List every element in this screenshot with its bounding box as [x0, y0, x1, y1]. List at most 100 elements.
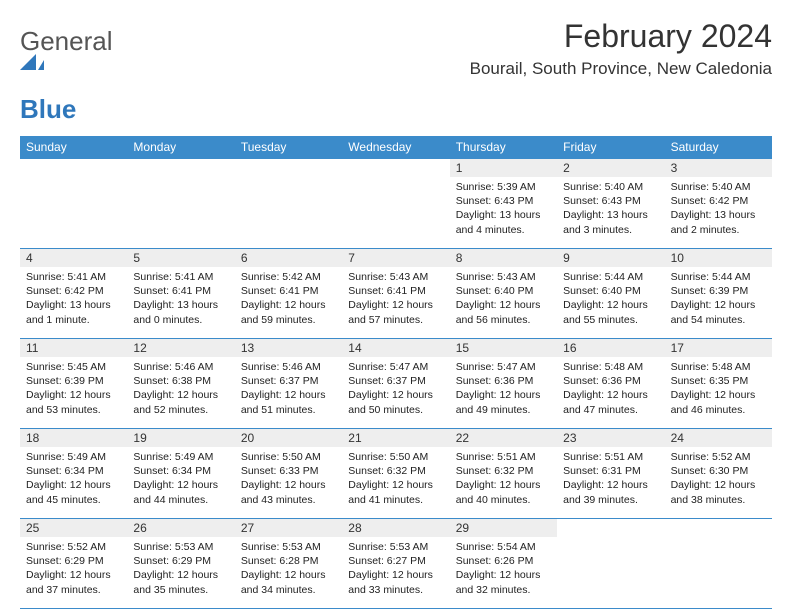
- day-number: 18: [20, 429, 127, 447]
- day-dl1: Daylight: 12 hours: [563, 478, 658, 492]
- day-sunset: Sunset: 6:39 PM: [671, 284, 766, 298]
- day-dl2: and 4 minutes.: [456, 223, 551, 237]
- calendar-week: 4Sunrise: 5:41 AMSunset: 6:42 PMDaylight…: [20, 249, 772, 339]
- day-details: Sunrise: 5:44 AMSunset: 6:40 PMDaylight:…: [557, 267, 664, 327]
- calendar-cell: 16Sunrise: 5:48 AMSunset: 6:36 PMDayligh…: [557, 339, 664, 428]
- day-dl2: and 37 minutes.: [26, 583, 121, 597]
- day-dl2: and 39 minutes.: [563, 493, 658, 507]
- calendar-cell: 27Sunrise: 5:53 AMSunset: 6:28 PMDayligh…: [235, 519, 342, 608]
- day-number: 5: [127, 249, 234, 267]
- dayname-sunday: Sunday: [20, 136, 127, 159]
- day-sunset: Sunset: 6:42 PM: [671, 194, 766, 208]
- logo-word-blue: Blue: [20, 94, 76, 124]
- day-dl2: and 57 minutes.: [348, 313, 443, 327]
- day-sunset: Sunset: 6:40 PM: [563, 284, 658, 298]
- day-dl1: Daylight: 12 hours: [133, 568, 228, 582]
- dayname-row: Sunday Monday Tuesday Wednesday Thursday…: [20, 136, 772, 159]
- day-dl1: Daylight: 13 hours: [26, 298, 121, 312]
- day-sunset: Sunset: 6:26 PM: [456, 554, 551, 568]
- dayname-wednesday: Wednesday: [342, 136, 449, 159]
- header: General Blue February 2024 Bourail, Sout…: [20, 18, 772, 122]
- day-dl1: Daylight: 12 hours: [456, 388, 551, 402]
- day-number: 29: [450, 519, 557, 537]
- day-sunset: Sunset: 6:36 PM: [456, 374, 551, 388]
- day-details: Sunrise: 5:41 AMSunset: 6:42 PMDaylight:…: [20, 267, 127, 327]
- day-sunset: Sunset: 6:31 PM: [563, 464, 658, 478]
- day-details: Sunrise: 5:44 AMSunset: 6:39 PMDaylight:…: [665, 267, 772, 327]
- calendar-cell: 15Sunrise: 5:47 AMSunset: 6:36 PMDayligh…: [450, 339, 557, 428]
- day-sunrise: Sunrise: 5:43 AM: [348, 270, 443, 284]
- calendar-cell: 5Sunrise: 5:41 AMSunset: 6:41 PMDaylight…: [127, 249, 234, 338]
- calendar-cell-blank: [235, 159, 342, 248]
- calendar-cell: 22Sunrise: 5:51 AMSunset: 6:32 PMDayligh…: [450, 429, 557, 518]
- day-sunrise: Sunrise: 5:53 AM: [241, 540, 336, 554]
- day-sunrise: Sunrise: 5:50 AM: [348, 450, 443, 464]
- day-number: 4: [20, 249, 127, 267]
- day-details: Sunrise: 5:46 AMSunset: 6:38 PMDaylight:…: [127, 357, 234, 417]
- day-dl2: and 54 minutes.: [671, 313, 766, 327]
- day-number: 19: [127, 429, 234, 447]
- day-sunrise: Sunrise: 5:51 AM: [563, 450, 658, 464]
- calendar-cell: 20Sunrise: 5:50 AMSunset: 6:33 PMDayligh…: [235, 429, 342, 518]
- calendar-cell: 1Sunrise: 5:39 AMSunset: 6:43 PMDaylight…: [450, 159, 557, 248]
- day-dl2: and 33 minutes.: [348, 583, 443, 597]
- day-sunrise: Sunrise: 5:50 AM: [241, 450, 336, 464]
- day-details: Sunrise: 5:41 AMSunset: 6:41 PMDaylight:…: [127, 267, 234, 327]
- day-sunset: Sunset: 6:32 PM: [348, 464, 443, 478]
- day-number: 14: [342, 339, 449, 357]
- day-number: 17: [665, 339, 772, 357]
- day-dl1: Daylight: 12 hours: [348, 298, 443, 312]
- day-details: Sunrise: 5:52 AMSunset: 6:29 PMDaylight:…: [20, 537, 127, 597]
- day-details: Sunrise: 5:51 AMSunset: 6:32 PMDaylight:…: [450, 447, 557, 507]
- day-sunrise: Sunrise: 5:44 AM: [563, 270, 658, 284]
- day-sunset: Sunset: 6:30 PM: [671, 464, 766, 478]
- day-dl2: and 47 minutes.: [563, 403, 658, 417]
- day-dl1: Daylight: 12 hours: [563, 298, 658, 312]
- calendar-cell-blank: [665, 519, 772, 608]
- day-number: 27: [235, 519, 342, 537]
- day-dl1: Daylight: 12 hours: [241, 298, 336, 312]
- day-dl1: Daylight: 13 hours: [133, 298, 228, 312]
- day-sunset: Sunset: 6:36 PM: [563, 374, 658, 388]
- title-block: February 2024 Bourail, South Province, N…: [470, 18, 772, 79]
- day-sunset: Sunset: 6:40 PM: [456, 284, 551, 298]
- day-dl2: and 59 minutes.: [241, 313, 336, 327]
- day-dl2: and 55 minutes.: [563, 313, 658, 327]
- logo-text: General Blue: [20, 28, 113, 122]
- day-sunrise: Sunrise: 5:53 AM: [133, 540, 228, 554]
- day-dl2: and 45 minutes.: [26, 493, 121, 507]
- calendar-cell: 9Sunrise: 5:44 AMSunset: 6:40 PMDaylight…: [557, 249, 664, 338]
- day-sunrise: Sunrise: 5:44 AM: [671, 270, 766, 284]
- calendar-cell: 11Sunrise: 5:45 AMSunset: 6:39 PMDayligh…: [20, 339, 127, 428]
- day-number: 23: [557, 429, 664, 447]
- day-details: Sunrise: 5:54 AMSunset: 6:26 PMDaylight:…: [450, 537, 557, 597]
- dayname-tuesday: Tuesday: [235, 136, 342, 159]
- day-number: 13: [235, 339, 342, 357]
- calendar-cell: 8Sunrise: 5:43 AMSunset: 6:40 PMDaylight…: [450, 249, 557, 338]
- day-dl2: and 3 minutes.: [563, 223, 658, 237]
- day-sunrise: Sunrise: 5:47 AM: [456, 360, 551, 374]
- day-sunset: Sunset: 6:34 PM: [26, 464, 121, 478]
- day-sunrise: Sunrise: 5:43 AM: [456, 270, 551, 284]
- day-details: Sunrise: 5:49 AMSunset: 6:34 PMDaylight:…: [127, 447, 234, 507]
- day-sunrise: Sunrise: 5:41 AM: [26, 270, 121, 284]
- calendar-cell: 25Sunrise: 5:52 AMSunset: 6:29 PMDayligh…: [20, 519, 127, 608]
- day-dl1: Daylight: 12 hours: [348, 388, 443, 402]
- day-number: 3: [665, 159, 772, 177]
- day-number: 6: [235, 249, 342, 267]
- day-sunset: Sunset: 6:43 PM: [563, 194, 658, 208]
- day-dl2: and 40 minutes.: [456, 493, 551, 507]
- calendar-cell-blank: [557, 519, 664, 608]
- day-dl1: Daylight: 12 hours: [26, 388, 121, 402]
- day-sunrise: Sunrise: 5:52 AM: [26, 540, 121, 554]
- day-number: 25: [20, 519, 127, 537]
- day-details: Sunrise: 5:50 AMSunset: 6:32 PMDaylight:…: [342, 447, 449, 507]
- day-number: 10: [665, 249, 772, 267]
- day-dl2: and 0 minutes.: [133, 313, 228, 327]
- day-dl2: and 38 minutes.: [671, 493, 766, 507]
- day-dl1: Daylight: 12 hours: [26, 568, 121, 582]
- day-details: Sunrise: 5:52 AMSunset: 6:30 PMDaylight:…: [665, 447, 772, 507]
- day-sunrise: Sunrise: 5:48 AM: [671, 360, 766, 374]
- day-dl1: Daylight: 13 hours: [671, 208, 766, 222]
- day-sunrise: Sunrise: 5:52 AM: [671, 450, 766, 464]
